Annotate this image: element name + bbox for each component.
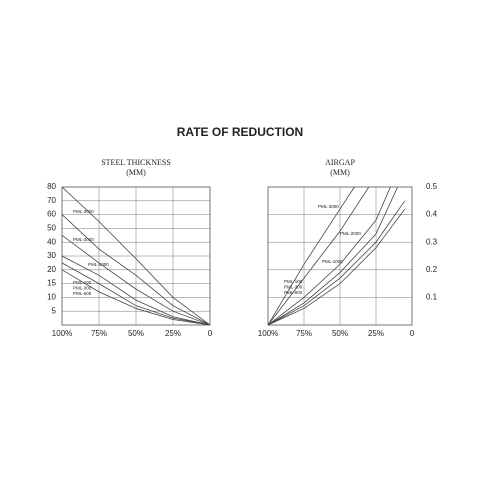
line <box>268 187 355 325</box>
y-tick-label: 10 <box>47 293 56 302</box>
series-label: PML-2000 <box>340 231 361 236</box>
chart-title: STEEL THICKNESS <box>101 158 171 167</box>
x-tick-label: 75% <box>91 329 107 338</box>
line <box>268 187 370 325</box>
series-label: PML-100 <box>73 280 92 285</box>
page-title: RATE OF REDUCTION <box>177 125 303 139</box>
y-tick-label: 50 <box>47 224 56 233</box>
line <box>62 269 210 325</box>
y-tick-label: 0.1 <box>426 293 438 302</box>
series-label: PML-2000 <box>73 237 94 242</box>
x-tick-label: 0 <box>410 329 415 338</box>
line <box>62 255 210 325</box>
series-label: PML-300 <box>73 286 92 291</box>
x-tick-label: 25% <box>165 329 181 338</box>
y-tick-label: 5 <box>52 306 57 315</box>
y-tick-label: 15 <box>47 279 56 288</box>
y-tick-label: 0.2 <box>426 265 438 274</box>
x-tick-label: 0 <box>208 329 213 338</box>
chart-title: AIRGAP <box>325 158 355 167</box>
line <box>62 234 210 325</box>
x-tick-label: 75% <box>296 329 312 338</box>
series-label: PML-1000 <box>322 259 343 264</box>
series-label: PML-600 <box>73 291 92 296</box>
y-tick-label: 40 <box>47 237 56 246</box>
line <box>268 187 398 325</box>
series-label: PML-600 <box>284 290 303 295</box>
y-tick-label: 30 <box>47 251 56 260</box>
x-tick-label: 25% <box>368 329 384 338</box>
series-label: PML-3000 <box>73 209 94 214</box>
y-tick-label: 0.3 <box>426 237 438 246</box>
y-tick-label: 0.5 <box>426 182 438 191</box>
y-tick-label: 20 <box>47 265 56 274</box>
x-tick-label: 50% <box>128 329 144 338</box>
series-label: PML-300 <box>284 285 303 290</box>
y-tick-label: 70 <box>47 196 56 205</box>
line <box>268 208 406 325</box>
x-tick-label: 50% <box>332 329 348 338</box>
series-label: PML-100 <box>284 279 303 284</box>
y-tick-label: 60 <box>47 210 56 219</box>
line <box>268 200 406 325</box>
series-label: PML-1000 <box>88 262 109 267</box>
chart-subtitle: (MM) <box>330 168 350 177</box>
line <box>62 214 210 325</box>
x-tick-label: 100% <box>258 329 278 338</box>
y-tick-label: 80 <box>47 182 56 191</box>
series-label: PML-3000 <box>318 204 339 209</box>
y-tick-label: 0.4 <box>426 210 438 219</box>
line <box>268 187 391 325</box>
line <box>62 187 210 325</box>
line <box>62 262 210 325</box>
x-tick-label: 100% <box>52 329 72 338</box>
chart-subtitle: (MM) <box>126 168 146 177</box>
